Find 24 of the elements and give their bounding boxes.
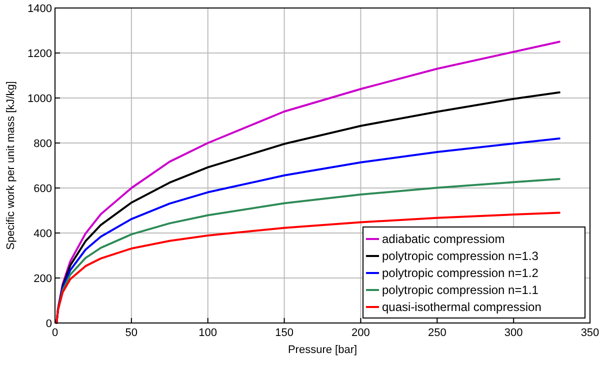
x-tick-label: 350 — [580, 327, 600, 339]
line-series — [56, 40, 560, 324]
y-tick-label: 400 — [34, 228, 52, 240]
legend-label: polytropic compression n=1.3 — [382, 249, 539, 263]
x-tick-label: 100 — [198, 327, 218, 339]
y-tick-label: 800 — [34, 138, 52, 150]
y-axis-title: Specific work per unit mass [kJ/kg] — [5, 81, 17, 250]
y-tick-label: 1200 — [28, 48, 52, 60]
x-tick-label: 300 — [504, 327, 523, 339]
legend-label: polytropic compression n=1.1 — [382, 283, 539, 297]
legend-label: polytropic compression n=1.2 — [382, 266, 539, 280]
x-tick-label: 250 — [428, 327, 446, 339]
x-tick-label: 50 — [125, 327, 138, 339]
y-tick-label: 600 — [34, 183, 52, 195]
y-tick-label: 200 — [34, 273, 52, 285]
x-axis-title: Pressure [bar] — [288, 344, 358, 356]
y-tick-label: 1400 — [28, 3, 52, 15]
x-tick-label: 150 — [275, 327, 294, 339]
line-series — [56, 212, 560, 324]
x-tick-label: 200 — [352, 327, 370, 339]
y-tick-label: 1000 — [28, 93, 52, 105]
legend-label: quasi-isothermal compression — [382, 300, 542, 314]
legend-label: adiabatic compressiom — [382, 232, 505, 246]
y-tick-label: 0 — [46, 318, 52, 330]
